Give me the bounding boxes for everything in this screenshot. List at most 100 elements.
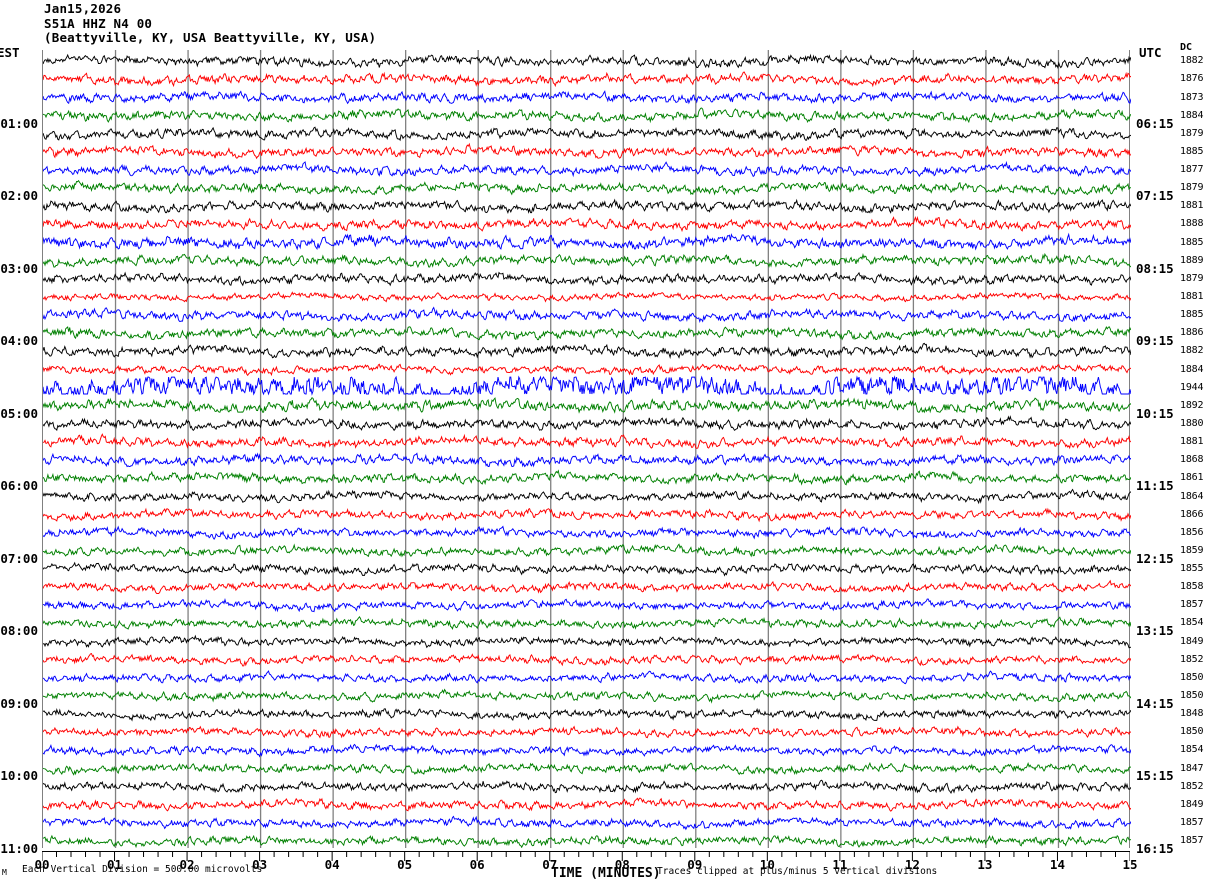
x-tick-label-00: 00 bbox=[34, 857, 50, 872]
trace-38 bbox=[43, 743, 1131, 758]
chart-header: Jan15,2026 S51A HHZ N4 00 (Beattyville, … bbox=[44, 1, 377, 46]
est-hour-label-0300: 03:00 bbox=[0, 260, 38, 276]
header-date: Jan15,2026 bbox=[44, 1, 122, 16]
trace-16 bbox=[43, 342, 1131, 360]
trace-43 bbox=[43, 834, 1131, 848]
x-tick-label-11: 11 bbox=[832, 857, 848, 872]
trace-10 bbox=[43, 232, 1131, 251]
dc-offset-value: 1881 bbox=[1180, 200, 1204, 212]
trace-8 bbox=[43, 198, 1131, 214]
trace-19 bbox=[43, 397, 1131, 414]
dc-offset-value: 1892 bbox=[1180, 399, 1204, 411]
trace-23 bbox=[43, 469, 1131, 486]
dc-offset-value: 1879 bbox=[1180, 272, 1204, 284]
header-location: (Beattyville, KY, USA Beattyville, KY, U… bbox=[44, 30, 377, 46]
trace-1 bbox=[43, 71, 1131, 88]
dc-offset-value: 1852 bbox=[1180, 780, 1204, 792]
dc-offset-value: 1866 bbox=[1180, 508, 1204, 520]
trace-39 bbox=[43, 761, 1131, 776]
trace-42 bbox=[43, 815, 1131, 831]
trace-35 bbox=[43, 688, 1131, 704]
dc-offset-value: 1876 bbox=[1180, 73, 1204, 85]
x-tick-label-15: 15 bbox=[1122, 857, 1138, 872]
dc-offset-value: 1858 bbox=[1180, 581, 1204, 593]
trace-26 bbox=[43, 525, 1131, 540]
trace-17 bbox=[43, 363, 1131, 377]
dc-offset-value: 1873 bbox=[1180, 91, 1204, 103]
dc-offset-value: 1944 bbox=[1180, 381, 1204, 393]
utc-hour-label-1115: 11:15 bbox=[1136, 478, 1174, 494]
est-hour-label-0200: 02:00 bbox=[0, 188, 38, 204]
trace-36 bbox=[43, 707, 1131, 722]
utc-hour-label-0615: 06:15 bbox=[1136, 115, 1174, 131]
trace-41 bbox=[43, 797, 1131, 812]
est-hour-label-0900: 09:00 bbox=[0, 695, 38, 711]
trace-14 bbox=[43, 306, 1131, 323]
trace-25 bbox=[43, 507, 1131, 523]
est-hour-label-0400: 04:00 bbox=[0, 333, 38, 349]
trace-28 bbox=[43, 561, 1131, 577]
dc-offset-value: 1864 bbox=[1180, 490, 1204, 502]
dc-offset-value: 1850 bbox=[1180, 690, 1204, 702]
dc-offset-value: 1885 bbox=[1180, 145, 1204, 157]
x-tick-label-06: 06 bbox=[469, 857, 485, 872]
est-hour-label-0600: 06:00 bbox=[0, 478, 38, 494]
dc-offset-value: 1868 bbox=[1180, 454, 1204, 466]
x-tick-label-12: 12 bbox=[904, 857, 920, 872]
x-tick-label-01: 01 bbox=[107, 857, 123, 872]
dc-offset-value: 1861 bbox=[1180, 472, 1204, 484]
est-hour-label-0800: 08:00 bbox=[0, 623, 38, 639]
est-hour-label-1000: 10:00 bbox=[0, 768, 38, 784]
x-tick-label-13: 13 bbox=[977, 857, 993, 872]
est-hour-label-0100: 01:00 bbox=[0, 115, 38, 131]
dc-offset-value: 1849 bbox=[1180, 798, 1204, 810]
x-tick-label-09: 09 bbox=[687, 857, 703, 872]
utc-hour-label-1415: 14:15 bbox=[1136, 695, 1174, 711]
dc-offset-value: 1850 bbox=[1180, 726, 1204, 738]
utc-hour-label-0915: 09:15 bbox=[1136, 333, 1174, 349]
x-tick-label-07: 07 bbox=[542, 857, 558, 872]
dc-offset-value: 1879 bbox=[1180, 127, 1204, 139]
dc-offset-value: 1886 bbox=[1180, 327, 1204, 339]
trace-2 bbox=[43, 90, 1131, 105]
trace-37 bbox=[43, 725, 1131, 739]
trace-22 bbox=[43, 452, 1131, 468]
utc-axis-label: UTC bbox=[1139, 45, 1162, 60]
trace-12 bbox=[43, 271, 1131, 287]
footer-scale-note: Each Vertical Division = 500.00 microvol… bbox=[22, 864, 263, 875]
dc-offset-value: 1889 bbox=[1180, 254, 1204, 266]
utc-hour-label-1015: 10:15 bbox=[1136, 405, 1174, 421]
trace-33 bbox=[43, 653, 1131, 667]
trace-3 bbox=[43, 107, 1131, 124]
dc-offset-value: 1857 bbox=[1180, 835, 1204, 847]
dc-offset-value: 1882 bbox=[1180, 345, 1204, 357]
utc-hour-label-1615: 16:15 bbox=[1136, 841, 1174, 856]
trace-34 bbox=[43, 670, 1131, 685]
dc-offset-value: 1882 bbox=[1180, 55, 1204, 67]
utc-hour-label-1315: 13:15 bbox=[1136, 623, 1174, 639]
est-hour-label-1100: 11:00 bbox=[0, 841, 38, 856]
trace-29 bbox=[43, 579, 1131, 594]
x-tick-label-05: 05 bbox=[397, 857, 413, 872]
trace-27 bbox=[43, 543, 1131, 558]
x-tick-label-14: 14 bbox=[1049, 857, 1065, 872]
trace-6 bbox=[43, 160, 1131, 178]
est-hour-label-0700: 07:00 bbox=[0, 550, 38, 566]
trace-32 bbox=[43, 634, 1131, 649]
dc-offset-value: 1857 bbox=[1180, 599, 1204, 611]
seismogram-plot bbox=[42, 50, 1131, 848]
utc-hour-label-0815: 08:15 bbox=[1136, 260, 1174, 276]
dc-offset-value: 1885 bbox=[1180, 236, 1204, 248]
dc-offset-value: 1848 bbox=[1180, 708, 1204, 720]
trace-0 bbox=[43, 53, 1131, 70]
dc-offset-value: 1857 bbox=[1180, 816, 1204, 828]
utc-hour-label-0715: 07:15 bbox=[1136, 188, 1174, 204]
dc-offset-value: 1877 bbox=[1180, 164, 1204, 176]
est-hour-label-0500: 05:00 bbox=[0, 405, 38, 421]
footer-left-mark: M bbox=[2, 868, 7, 877]
dc-offset-value: 1859 bbox=[1180, 544, 1204, 556]
trace-4 bbox=[43, 126, 1131, 142]
est-axis-label: EST bbox=[0, 45, 20, 60]
dc-offset-value: 1849 bbox=[1180, 635, 1204, 647]
trace-13 bbox=[43, 291, 1131, 303]
